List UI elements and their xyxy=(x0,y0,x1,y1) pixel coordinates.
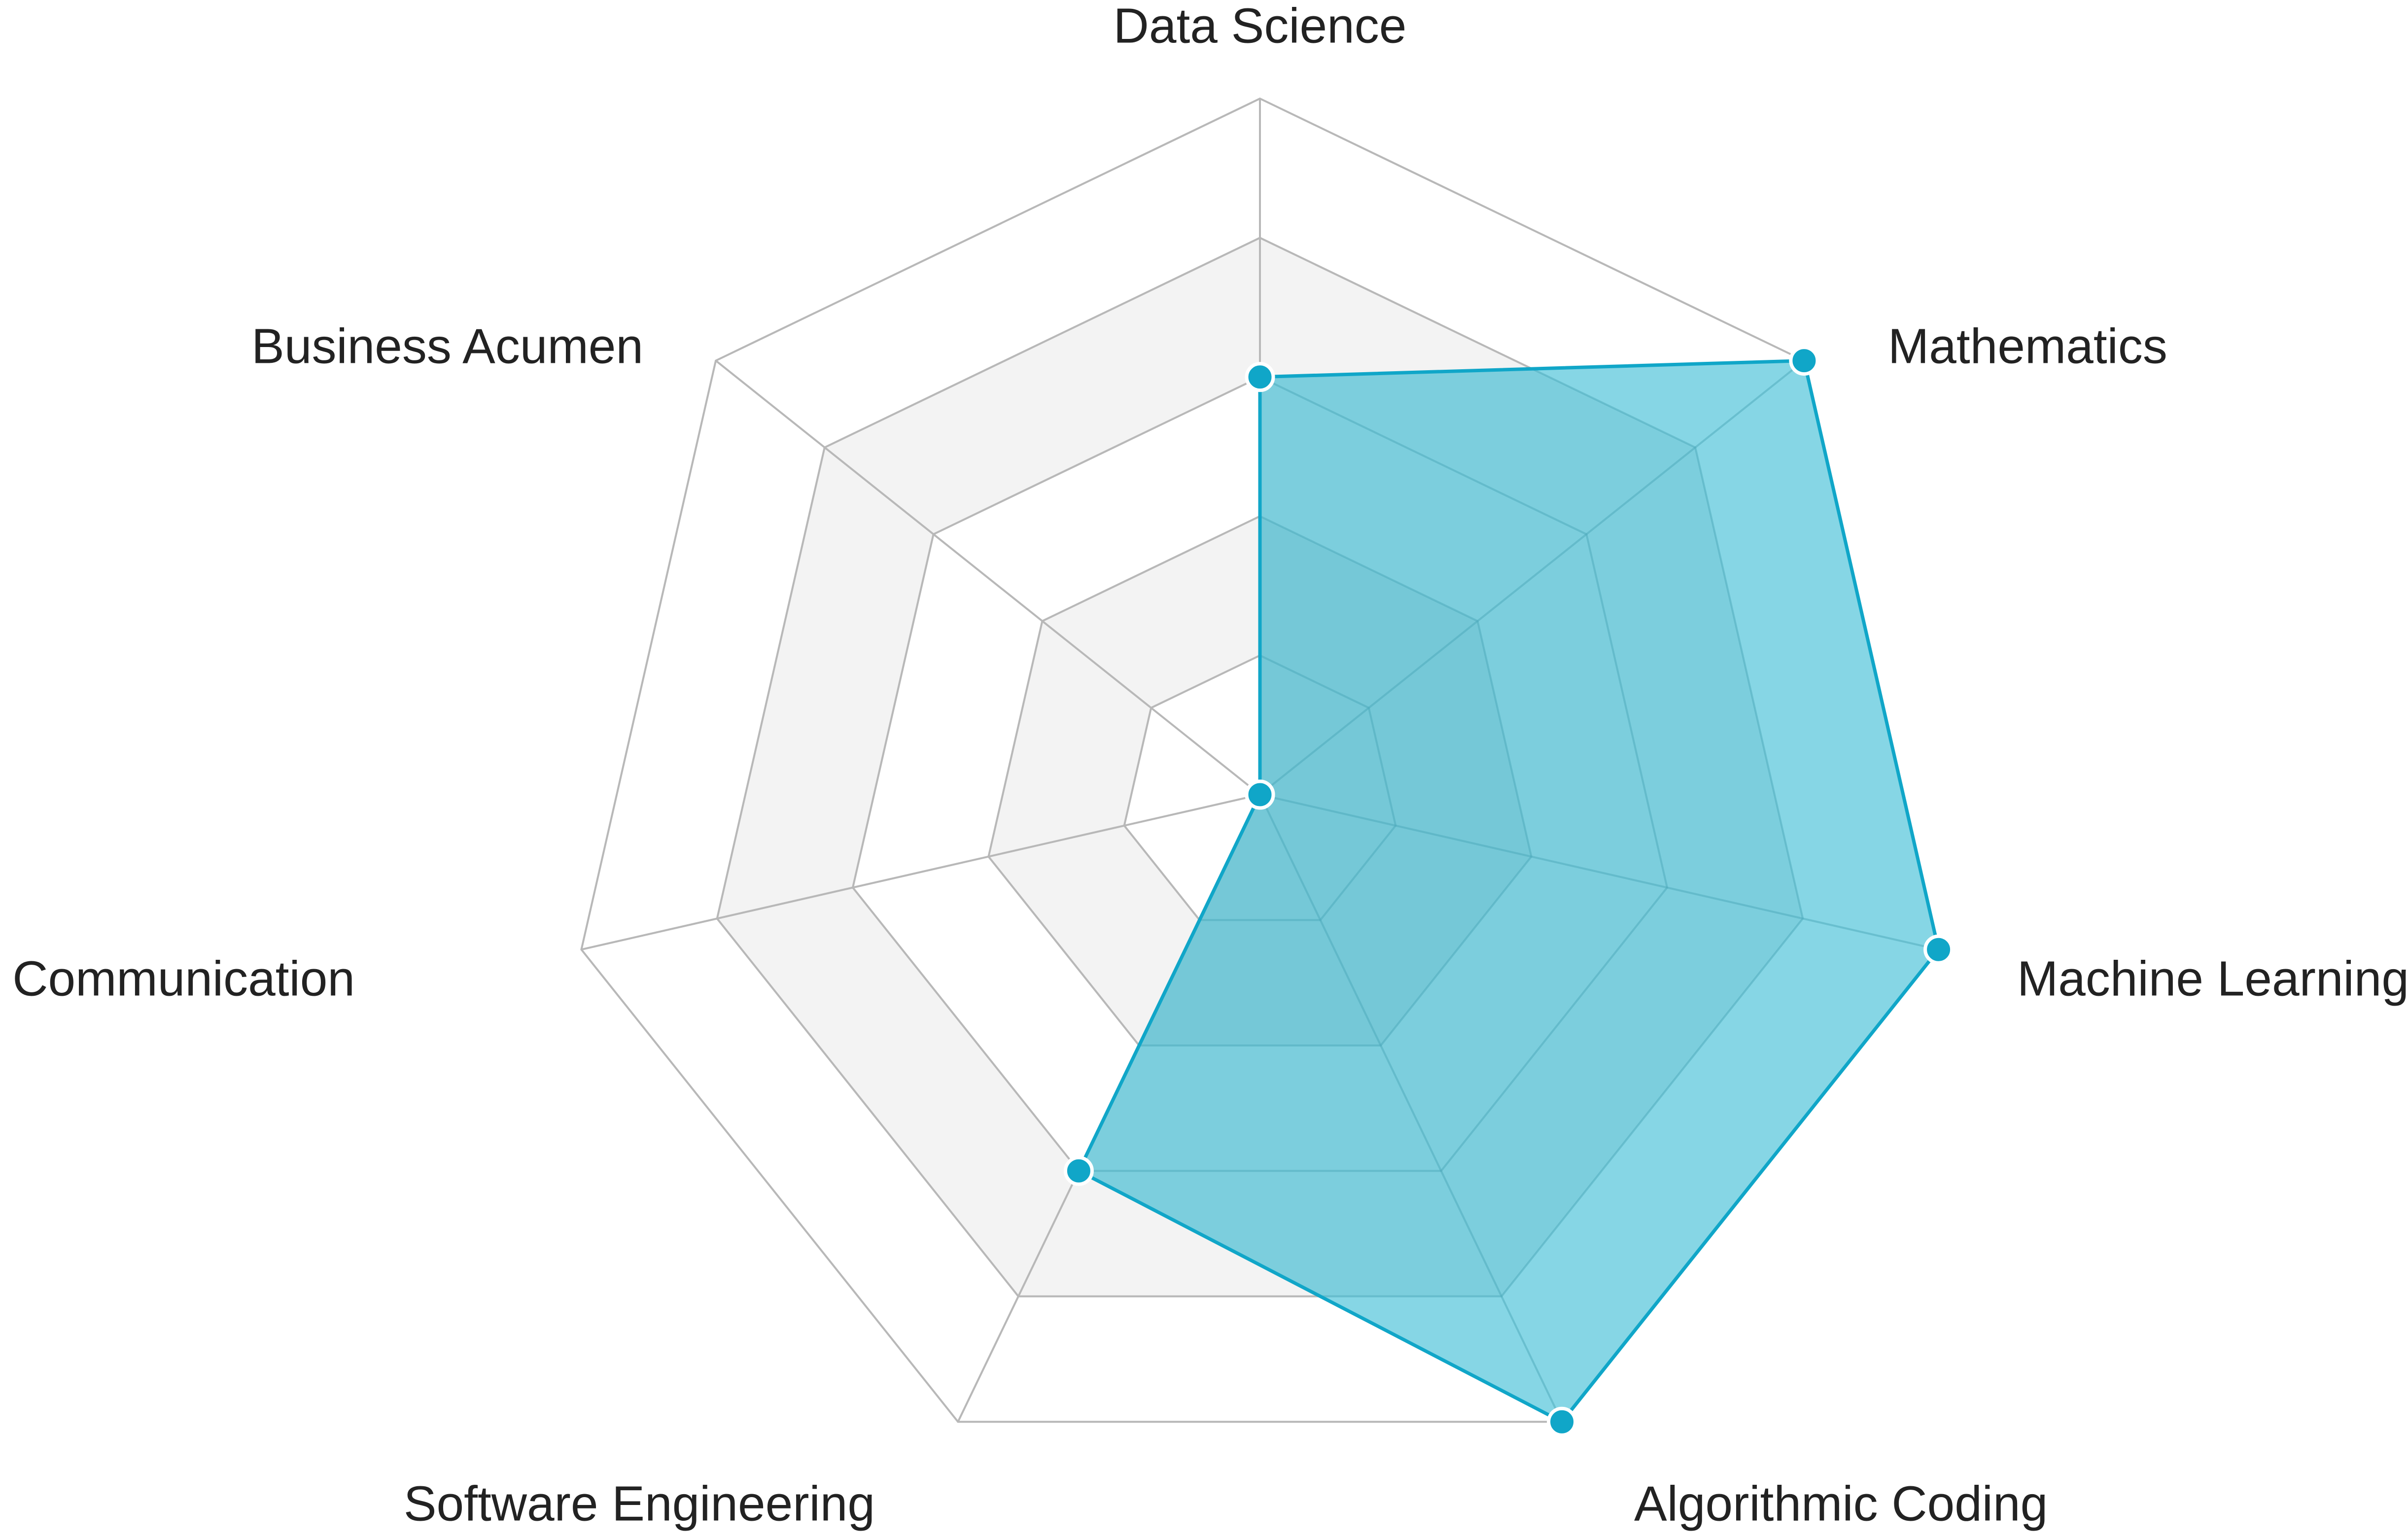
series-ring-tint-3 xyxy=(1079,376,1669,1172)
axis-label-mathematics: Mathematics xyxy=(1888,318,2167,374)
axis-label-software-engineering: Software Engineering xyxy=(404,1476,875,1531)
axis-label-data-science: Data Science xyxy=(1114,0,1407,53)
data-point-machine-learning xyxy=(1923,934,1954,965)
series-spoke-tint-3 xyxy=(1259,794,1939,951)
series-points xyxy=(1063,346,1954,1437)
axis-label-machine-learning: Machine Learning xyxy=(2017,951,2408,1006)
data-point-algorithmic-coding xyxy=(1547,1406,1577,1437)
grid-spoke-6 xyxy=(581,794,1260,951)
data-point-business-acumen xyxy=(1245,779,1275,810)
axis-label-business-acumen: Business Acumen xyxy=(251,318,643,374)
series-spoke-tint-4 xyxy=(1259,794,1563,1422)
series-ring-tint-2 xyxy=(1079,515,1533,1047)
axis-label-algorithmic-coding: Algorithmic Coding xyxy=(1634,1476,2048,1531)
data-point-software-engineering xyxy=(1063,1155,1094,1186)
series-area xyxy=(1079,360,1939,1422)
grid-spoke-7 xyxy=(715,360,1261,796)
data-point-mathematics xyxy=(1789,346,1819,376)
axis-label-communication: Communication xyxy=(12,951,355,1006)
data-point-data-science xyxy=(1245,362,1275,392)
axis-labels: Data Science Mathematics Machine Learning A… xyxy=(12,0,2408,1531)
series-spoke-tint-2 xyxy=(1259,360,1805,796)
